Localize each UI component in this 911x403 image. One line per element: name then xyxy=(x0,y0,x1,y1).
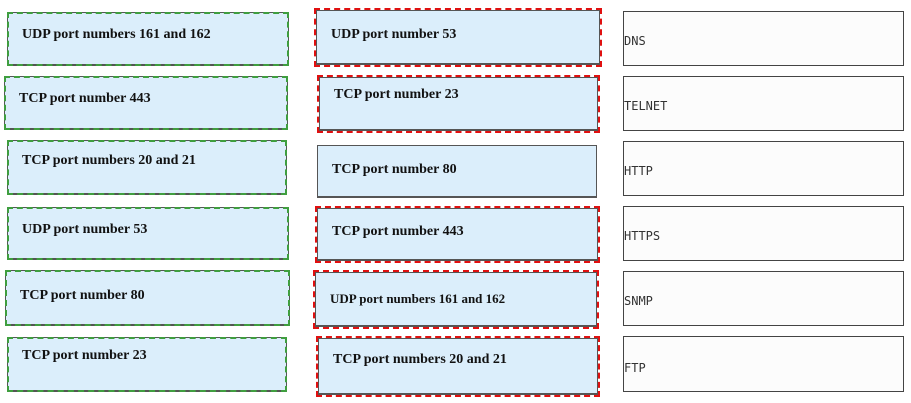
source-item[interactable]: TCP port number 23 xyxy=(7,337,287,392)
item-label: TCP port number 23 xyxy=(334,87,459,102)
target-label: SNMP xyxy=(624,294,653,308)
placed-item[interactable]: TCP port number 23 xyxy=(317,75,600,133)
target-label: HTTP xyxy=(624,164,653,178)
item-label: UDP port number 53 xyxy=(331,27,457,42)
target-slot-snmp[interactable]: SNMP xyxy=(623,271,904,326)
item-label: TCP port number 443 xyxy=(332,224,464,239)
source-item[interactable]: TCP port numbers 20 and 21 xyxy=(7,140,287,195)
target-slot-http[interactable]: HTTP xyxy=(623,141,904,196)
target-slot-ftp[interactable]: FTP xyxy=(623,336,904,392)
item-label: TCP port numbers 20 and 21 xyxy=(333,352,507,367)
target-label: DNS xyxy=(624,34,646,48)
placed-item[interactable]: TCP port number 443 xyxy=(315,206,600,263)
source-item[interactable]: UDP port numbers 161 and 162 xyxy=(7,12,289,66)
item-label: UDP port number 53 xyxy=(22,222,148,237)
item-label: TCP port number 80 xyxy=(332,162,457,177)
source-item[interactable]: UDP port number 53 xyxy=(7,207,289,260)
target-label: TELNET xyxy=(624,99,668,113)
placed-item[interactable]: UDP port numbers 161 and 162 xyxy=(313,270,599,329)
placed-item[interactable]: TCP port numbers 20 and 21 xyxy=(316,336,600,397)
source-item[interactable]: TCP port number 443 xyxy=(4,76,288,130)
item-label: TCP port number 23 xyxy=(22,348,147,363)
target-label: FTP xyxy=(624,361,646,375)
placed-item[interactable]: TCP port number 80 xyxy=(317,145,597,198)
target-slot-https[interactable]: HTTPS xyxy=(623,206,904,261)
source-item[interactable]: TCP port number 80 xyxy=(5,270,290,326)
item-label: UDP port numbers 161 and 162 xyxy=(330,291,506,306)
target-slot-dns[interactable]: DNS xyxy=(623,11,904,66)
item-label: TCP port numbers 20 and 21 xyxy=(22,153,196,168)
placed-item[interactable]: UDP port number 53 xyxy=(314,8,602,67)
item-label: TCP port number 443 xyxy=(19,91,151,106)
target-label: HTTPS xyxy=(624,229,661,243)
target-slot-telnet[interactable]: TELNET xyxy=(623,76,904,131)
item-label: TCP port number 80 xyxy=(20,288,145,303)
item-label: UDP port numbers 161 and 162 xyxy=(22,27,211,42)
